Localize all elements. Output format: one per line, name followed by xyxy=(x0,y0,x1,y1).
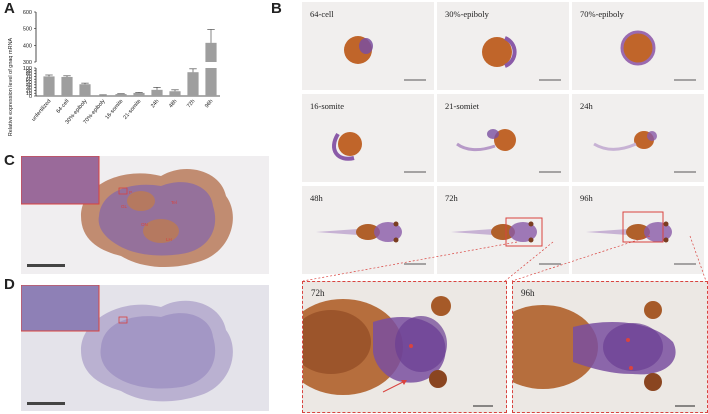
x-tick-label: 72h xyxy=(186,98,197,109)
label-lh: LH xyxy=(166,237,172,242)
panel-letter-d: D xyxy=(4,276,15,293)
x-tick-label: 96h xyxy=(204,98,215,109)
x-tick-label: unfertilized xyxy=(31,98,53,122)
embryo-tile-64-cell: 64-cell xyxy=(302,2,434,90)
y-tick-label: 50 xyxy=(26,80,32,86)
bar xyxy=(43,76,55,96)
zoom-72h-label: 72h xyxy=(311,288,325,298)
stage-label: 70%-epiboly xyxy=(580,9,624,19)
x-tick-label: 24h xyxy=(150,98,161,109)
bar xyxy=(115,94,127,96)
bar xyxy=(97,95,109,96)
embryo-image xyxy=(586,211,696,265)
stage-label: 16-somite xyxy=(310,101,344,111)
embryo-image xyxy=(344,36,426,81)
stage-label: 72h xyxy=(445,193,458,203)
y-tick-label: 0 xyxy=(29,94,32,100)
y-tick-label: 600 xyxy=(23,10,32,16)
bar xyxy=(205,68,217,96)
y-tick-label: 300 xyxy=(23,60,32,66)
y-tick-label: 80 xyxy=(26,72,32,78)
panel-letter-a: A xyxy=(4,0,15,17)
stage-label: 48h xyxy=(310,193,323,203)
label-on: ON xyxy=(141,222,148,227)
expression-bar-chart: Relative expression level of gnaq mRNA 1… xyxy=(8,10,220,136)
bar xyxy=(133,92,145,96)
bar xyxy=(169,91,181,96)
embryo-tile-48h: 48h xyxy=(302,186,434,274)
embryo-image xyxy=(332,132,426,173)
x-tick-label: 64-cell xyxy=(56,98,71,114)
zoom-72h: 72h xyxy=(302,281,507,413)
embryo-image xyxy=(593,131,696,173)
y-tick-label: 500 xyxy=(23,27,32,33)
label-p: P xyxy=(129,190,132,195)
embryo-image xyxy=(482,36,561,81)
bar xyxy=(151,89,163,96)
y-tick-label: 60 xyxy=(26,77,32,83)
embryo-image xyxy=(316,221,426,265)
zoom-96h-image xyxy=(513,301,695,407)
stage-label: 30%-epiboly xyxy=(445,9,489,19)
y-tick-label: 30 xyxy=(26,86,32,92)
bar xyxy=(79,84,91,96)
section-d-image xyxy=(21,285,233,405)
embryo-image xyxy=(451,217,561,265)
section-c: GL Tel ON LH P xyxy=(21,156,269,274)
y-tick-label: 400 xyxy=(23,43,32,49)
y-tick-label: 10 xyxy=(26,91,32,97)
embryo-tile-16-somite: 16-somite xyxy=(302,94,434,182)
embryo-image xyxy=(620,30,696,81)
x-tick-label: 48h xyxy=(168,98,179,109)
label-gl: GL xyxy=(121,204,128,209)
stage-label: 24h xyxy=(580,101,593,111)
embryo-tile-21-somiet: 21-somiet xyxy=(437,94,569,182)
y-tick-label: 40 xyxy=(26,83,32,89)
y-tick-label: 70 xyxy=(26,74,32,80)
bar xyxy=(187,72,199,96)
embryo-tile-70-epiboly: 70%-epiboly xyxy=(572,2,704,90)
y-tick-label: 90 xyxy=(26,69,32,75)
section-d xyxy=(21,285,269,411)
panel-letter-c: C xyxy=(4,152,15,169)
stage-label: 21-somiet xyxy=(445,101,479,111)
y-axis-label: Relative expression level of gnaq mRNA xyxy=(8,37,14,136)
y-tick-label: 100 xyxy=(23,66,32,72)
stage-label: 96h xyxy=(580,193,593,203)
x-tick-label: 21-somite xyxy=(122,98,142,120)
embryo-tile-24h: 24h xyxy=(572,94,704,182)
zoom-96h-label: 96h xyxy=(521,288,535,298)
embryo-tile-30-epiboly: 30%-epiboly xyxy=(437,2,569,90)
embryo-tile-72h: 72h xyxy=(437,186,569,274)
panel-letter-b: B xyxy=(271,0,282,17)
section-c-image: GL Tel ON LH P xyxy=(21,156,233,268)
bar xyxy=(205,42,217,62)
stage-label: 64-cell xyxy=(310,9,334,19)
embryo-tile-96h: 96h xyxy=(572,186,704,274)
embryo-image xyxy=(456,129,561,173)
zoom-96h: 96h xyxy=(512,281,708,413)
zoom-72h-image xyxy=(303,296,493,407)
y-tick-label: 20 xyxy=(26,88,32,94)
label-tel: Tel xyxy=(171,200,177,205)
bar xyxy=(61,76,73,96)
